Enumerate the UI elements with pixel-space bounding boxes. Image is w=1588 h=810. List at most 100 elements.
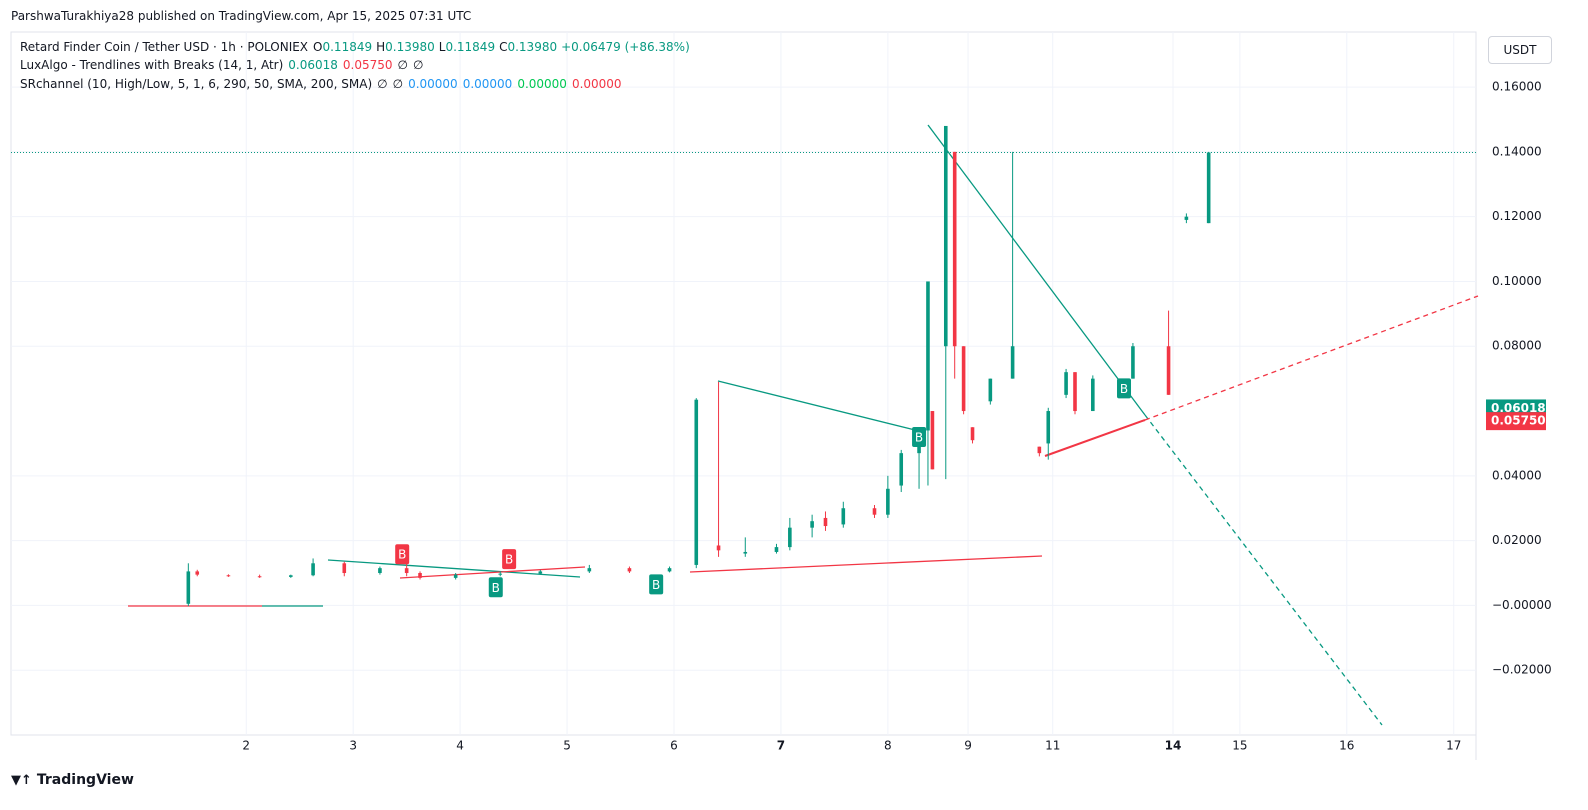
trendline xyxy=(1044,419,1146,457)
y-tick-label: 0.02000 xyxy=(1492,533,1542,547)
candle-body xyxy=(743,551,748,554)
x-tick-label: 5 xyxy=(563,739,571,753)
candle-body xyxy=(538,571,543,574)
signal-badge xyxy=(395,544,410,565)
trendline-projection xyxy=(1144,295,1479,421)
signal-label: B xyxy=(1120,382,1128,396)
candle-body xyxy=(453,574,458,578)
indicator-value: 0.00000 xyxy=(571,77,622,91)
indicator-empty: ∅ xyxy=(413,58,424,72)
x-tick-label: 2 xyxy=(242,739,250,753)
x-tick-label: 8 xyxy=(884,739,892,753)
trendline xyxy=(717,380,916,431)
candle-body xyxy=(1206,152,1211,224)
change: +0.06479 (+86.38%) xyxy=(561,40,690,54)
indicator-name: LuxAlgo - Trendlines with Breaks (14, 1,… xyxy=(20,58,284,72)
ohlc-key: L xyxy=(438,40,446,54)
signal-label: B xyxy=(915,430,923,444)
candle-body xyxy=(926,281,930,431)
signal-badge xyxy=(488,577,503,598)
candle-body xyxy=(627,568,632,572)
signal-badge xyxy=(649,574,664,595)
candle-body xyxy=(1073,372,1077,412)
indicator-value: 0.00000 xyxy=(408,77,458,91)
indicator-value: 0.00000 xyxy=(462,77,513,91)
x-tick-label: 17 xyxy=(1446,739,1461,753)
trendline xyxy=(927,124,1146,416)
x-tick-label: 15 xyxy=(1232,739,1247,753)
x-tick-label: 4 xyxy=(456,739,464,753)
symbol: Retard Finder Coin / Tether USD · 1h · P… xyxy=(20,40,309,54)
legend-row: LuxAlgo - Trendlines with Breaks (14, 1,… xyxy=(20,58,428,72)
ohlc-value: 0.13980 xyxy=(385,40,435,54)
legend-row: Retard Finder Coin / Tether USD · 1h · P… xyxy=(20,40,695,54)
candle-body xyxy=(774,547,779,552)
candle-body xyxy=(226,575,231,577)
ohlc-value: 0.11849 xyxy=(322,40,373,54)
trendlines xyxy=(128,124,1479,726)
signal-badge xyxy=(502,549,517,570)
candle-body xyxy=(988,378,993,402)
candle-body xyxy=(667,568,672,572)
candle-body xyxy=(1010,346,1015,379)
candle-body xyxy=(1131,346,1135,379)
ohlc-item: C0.13980 xyxy=(499,40,557,54)
candle-body xyxy=(823,517,828,527)
y-tick-label: 0.12000 xyxy=(1492,209,1542,223)
currency-button[interactable]: USDT xyxy=(1488,36,1552,64)
x-tick-label: 6 xyxy=(670,739,678,753)
publisher: ParshwaTurakhiya28 published on TradingV… xyxy=(11,9,472,23)
indicator-name: SRchannel (10, High/Low, 5, 1, 6, 290, 5… xyxy=(20,77,373,91)
pane-border xyxy=(10,31,1477,736)
ohlc-item: O0.11849 xyxy=(313,40,372,54)
candle-body xyxy=(1184,216,1189,220)
y-tick-label: 0.16000 xyxy=(1492,80,1542,94)
candle-body xyxy=(311,563,315,576)
x-tick-label: 14 xyxy=(1165,739,1182,753)
ohlc-key: H xyxy=(376,40,386,54)
candle-body xyxy=(1166,346,1171,395)
y-tick-label: −0.00000 xyxy=(1492,598,1552,612)
ohlc-value: 0.13980 xyxy=(507,40,558,54)
candle-body xyxy=(289,575,293,577)
candle-body xyxy=(587,568,592,572)
y-tick-label: 0.08000 xyxy=(1492,339,1542,353)
candle-body xyxy=(404,568,409,574)
candle-body xyxy=(694,399,699,565)
x-tick-label: 11 xyxy=(1045,739,1060,753)
candle-body xyxy=(1064,372,1068,395)
candle-body xyxy=(943,125,948,347)
price-label: 0.06018 xyxy=(1491,401,1546,415)
x-tick-label: 3 xyxy=(349,739,357,753)
indicator-value: 0.05750 xyxy=(342,58,393,72)
signal-label: B xyxy=(652,578,660,592)
candle-body xyxy=(788,527,792,548)
candle-body xyxy=(257,576,262,578)
candle-body xyxy=(1091,378,1095,412)
price-label: 0.05750 xyxy=(1491,414,1546,428)
candle-body xyxy=(342,563,347,574)
signal-badge xyxy=(912,426,927,447)
candle-body xyxy=(1046,411,1051,444)
logo-text: TradingView xyxy=(36,772,134,788)
candle-body xyxy=(899,453,904,486)
trendline xyxy=(689,555,1043,573)
signal-badge xyxy=(1117,378,1132,399)
candle-body xyxy=(841,508,846,525)
trendline-projection xyxy=(1144,414,1383,726)
candle-body xyxy=(1037,446,1042,454)
trendline xyxy=(327,559,581,578)
price-label-box xyxy=(1486,412,1546,431)
indicator-empty: ∅ xyxy=(392,77,404,91)
candle-body xyxy=(716,545,721,551)
trendline xyxy=(399,566,586,579)
indicator-value: 0.06018 xyxy=(288,58,338,72)
x-tick-label: 9 xyxy=(964,739,972,753)
ohlc-item: H0.13980 xyxy=(376,40,435,54)
candle-body xyxy=(970,427,975,441)
candle-body xyxy=(872,508,877,515)
indicator-value: 0.00000 xyxy=(517,77,567,91)
indicator-empty: ∅ xyxy=(377,77,388,91)
candle-body xyxy=(886,488,890,515)
